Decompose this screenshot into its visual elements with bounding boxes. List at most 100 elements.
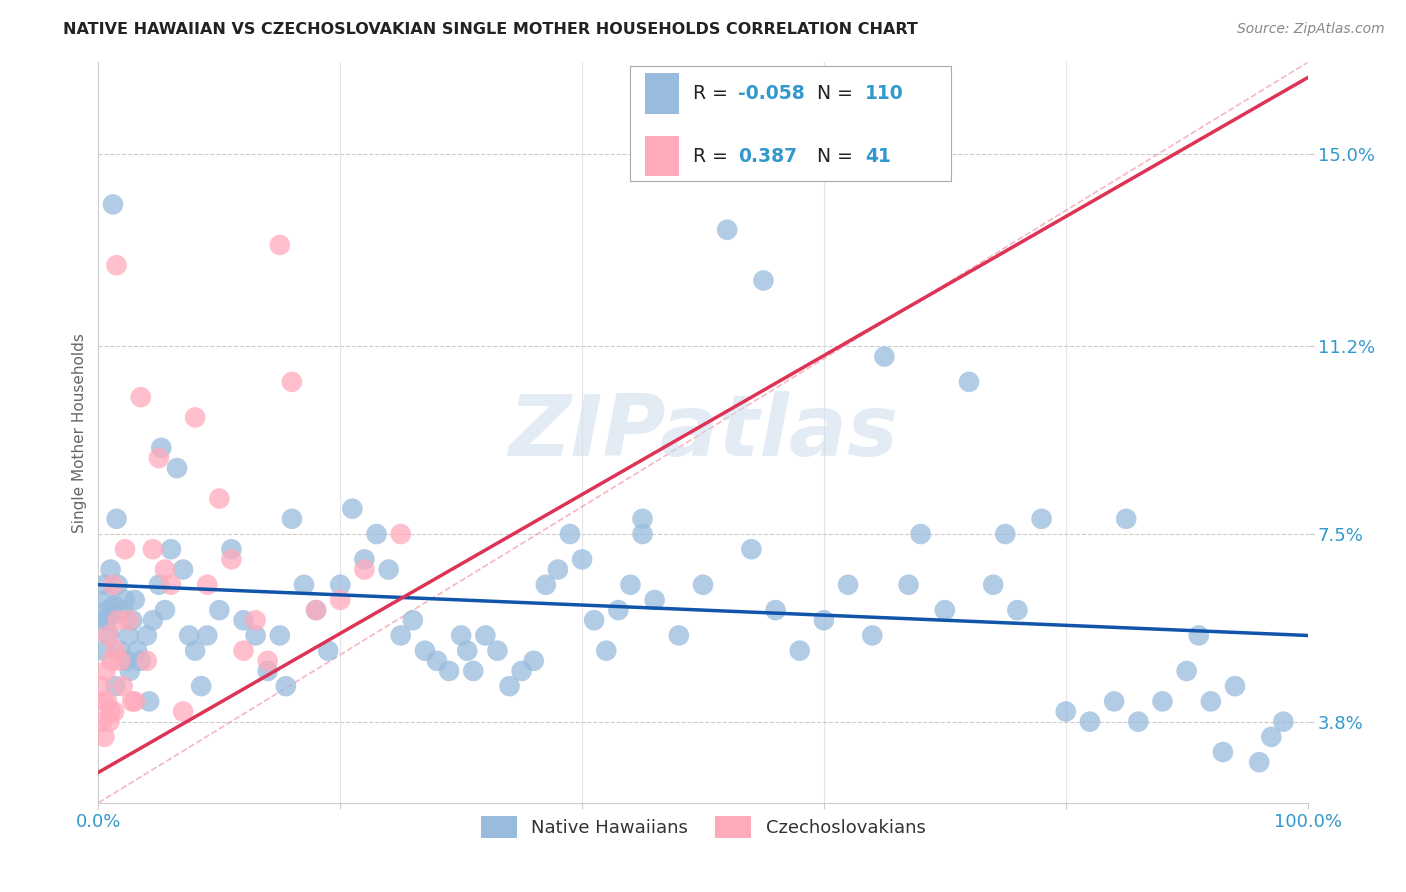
Point	[668, 628, 690, 642]
Point	[93, 730, 115, 744]
Point	[305, 603, 328, 617]
Text: R =: R =	[693, 84, 734, 103]
Point	[124, 593, 146, 607]
Point	[1007, 603, 1029, 617]
Point	[413, 643, 436, 657]
Point	[108, 643, 131, 657]
Point	[100, 705, 122, 719]
Point	[115, 654, 138, 668]
Point	[91, 643, 114, 657]
Point	[1152, 694, 1174, 708]
Point	[101, 197, 124, 211]
Point	[607, 603, 630, 617]
Point	[97, 603, 120, 617]
Point	[208, 603, 231, 617]
Point	[897, 578, 920, 592]
Point	[148, 578, 170, 592]
Point	[256, 654, 278, 668]
Point	[160, 578, 183, 592]
Point	[96, 694, 118, 708]
Point	[534, 578, 557, 592]
Point	[342, 501, 364, 516]
Point	[101, 578, 124, 592]
Point	[1031, 512, 1053, 526]
Point	[100, 608, 122, 623]
Text: R =: R =	[693, 146, 734, 166]
Point	[105, 512, 128, 526]
Point	[97, 628, 120, 642]
Point	[981, 578, 1004, 592]
Point	[377, 562, 399, 576]
Text: 41: 41	[865, 146, 891, 166]
Point	[269, 238, 291, 252]
Point	[631, 527, 654, 541]
Y-axis label: Single Mother Households: Single Mother Households	[72, 333, 87, 533]
Point	[90, 679, 112, 693]
Point	[184, 643, 207, 657]
Point	[789, 643, 811, 657]
Point	[595, 643, 617, 657]
FancyBboxPatch shape	[645, 73, 679, 114]
Point	[1272, 714, 1295, 729]
Point	[129, 390, 152, 404]
Point	[765, 603, 787, 617]
Point	[100, 562, 122, 576]
Point	[96, 613, 118, 627]
Point	[316, 643, 339, 657]
Point	[142, 542, 165, 557]
Text: N =: N =	[804, 146, 859, 166]
Point	[1175, 664, 1198, 678]
Point	[292, 578, 315, 592]
Point	[463, 664, 485, 678]
Point	[1249, 756, 1271, 770]
Text: NATIVE HAWAIIAN VS CZECHOSLOVAKIAN SINGLE MOTHER HOUSEHOLDS CORRELATION CHART: NATIVE HAWAIIAN VS CZECHOSLOVAKIAN SINGL…	[63, 22, 918, 37]
Point	[934, 603, 956, 617]
Point	[450, 628, 472, 642]
Point	[160, 542, 183, 557]
Point	[118, 613, 141, 627]
Point	[1115, 512, 1137, 526]
Point	[150, 441, 173, 455]
Point	[474, 628, 496, 642]
Point	[118, 664, 141, 678]
Point	[873, 350, 896, 364]
Point	[121, 694, 143, 708]
Point	[692, 578, 714, 592]
Point	[837, 578, 859, 592]
Point	[179, 628, 201, 642]
Point	[118, 628, 141, 642]
Point	[91, 714, 114, 729]
Legend: Native Hawaiians, Czechoslovakians: Native Hawaiians, Czechoslovakians	[474, 809, 932, 846]
Point	[281, 512, 304, 526]
Point	[281, 375, 304, 389]
Point	[329, 578, 352, 592]
Point	[190, 679, 212, 693]
Point	[121, 613, 143, 627]
Point	[619, 578, 641, 592]
Point	[208, 491, 231, 506]
Point	[1188, 628, 1211, 642]
Point	[172, 705, 194, 719]
Point	[138, 694, 160, 708]
Point	[103, 598, 125, 612]
Point	[1223, 679, 1246, 693]
Point	[353, 552, 375, 566]
Point	[910, 527, 932, 541]
Point	[329, 593, 352, 607]
Point	[221, 542, 243, 557]
Point	[1260, 730, 1282, 744]
Point	[353, 562, 375, 576]
Point	[127, 643, 149, 657]
Point	[1078, 714, 1101, 729]
Point	[1212, 745, 1234, 759]
Point	[437, 664, 460, 678]
Point	[366, 527, 388, 541]
Text: Source: ZipAtlas.com: Source: ZipAtlas.com	[1237, 22, 1385, 37]
Point	[631, 512, 654, 526]
Point	[456, 643, 478, 657]
Point	[486, 643, 509, 657]
Text: 110: 110	[865, 84, 904, 103]
Point	[1102, 694, 1125, 708]
Point	[498, 679, 520, 693]
Point	[93, 578, 115, 592]
